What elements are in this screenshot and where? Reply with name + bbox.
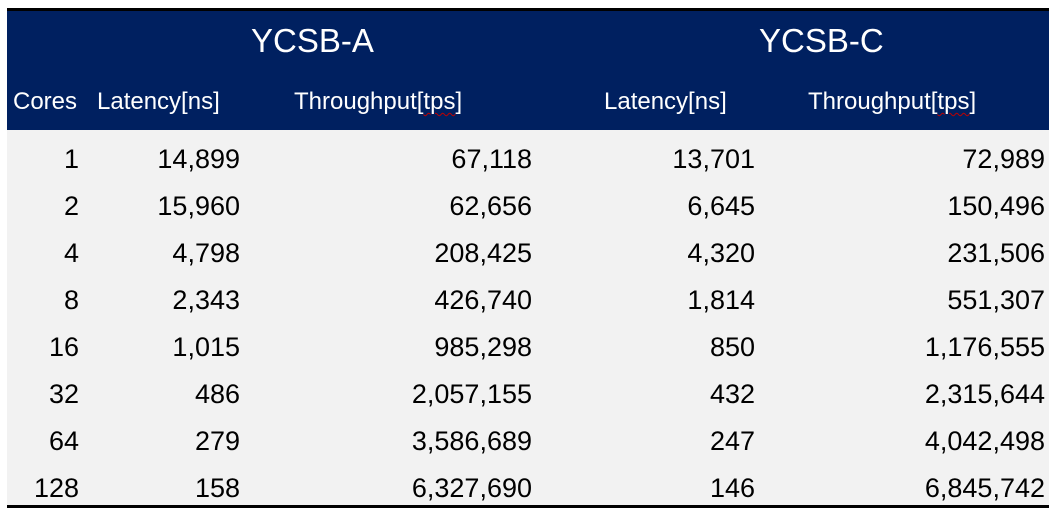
cell-latency-c: 247 — [709, 426, 755, 456]
table-row: 4 4,798 208,425 4,320 231,506 — [7, 230, 1049, 277]
cell-throughput-a: 208,425 — [434, 238, 532, 268]
cell-latency-c: 432 — [709, 379, 755, 409]
cell-throughput-c: 6,845,742 — [924, 473, 1045, 503]
cell-cores: 4 — [63, 238, 79, 268]
table-row: 64 279 3,586,689 247 4,042,498 — [7, 418, 1049, 465]
cell-cores: 128 — [33, 473, 79, 503]
cell-throughput-c: 150,496 — [947, 191, 1045, 221]
cell-throughput-c: 2,315,644 — [924, 379, 1045, 409]
cell-throughput-c: 231,506 — [947, 238, 1045, 268]
cell-cores: 1 — [63, 144, 79, 174]
group-title-ycsb-c: YCSB-C — [759, 22, 884, 59]
group-title-ycsb-a: YCSB-A — [251, 22, 374, 59]
cell-throughput-c: 1,176,555 — [924, 332, 1045, 362]
table-body: 1 14,899 67,118 13,701 72,989 2 15,960 62,656 6,… — [7, 130, 1049, 508]
cell-cores: 8 — [63, 285, 79, 315]
column-header-throughput-c-text: Throughput[tps] — [808, 88, 977, 115]
cell-throughput-a: 6,327,690 — [411, 473, 532, 503]
table-row: 2 15,960 62,656 6,645 150,496 — [7, 183, 1049, 230]
cell-latency-a: 15,960 — [157, 191, 240, 221]
cell-throughput-a: 67,118 — [451, 144, 532, 174]
table-row: 16 1,015 985,298 850 1,176,555 — [7, 324, 1049, 371]
cell-cores: 64 — [48, 426, 79, 456]
cell-throughput-c: 551,307 — [947, 285, 1045, 315]
cell-throughput-a: 426,740 — [434, 285, 532, 315]
cell-latency-c: 4,320 — [687, 238, 755, 268]
cell-latency-a: 4,798 — [172, 238, 240, 268]
cell-throughput-a: 985,298 — [434, 332, 532, 362]
cell-latency-c: 13,701 — [672, 144, 755, 174]
cell-throughput-a: 62,656 — [449, 191, 532, 221]
table-row: 1 14,899 67,118 13,701 72,989 — [7, 136, 1049, 183]
cell-throughput-a: 3,586,689 — [411, 426, 532, 456]
column-header-throughput-a-text: Throughput[tps] — [294, 88, 463, 115]
cell-throughput-c: 4,042,498 — [924, 426, 1045, 456]
column-header-cores: Cores — [13, 88, 78, 115]
table-header: YCSB-A YCSB-C Cores Latency[ns] Throughp… — [7, 8, 1049, 130]
cell-throughput-a: 2,057,155 — [411, 379, 532, 409]
cell-latency-a: 486 — [194, 379, 240, 409]
table-row: 128 158 6,327,690 146 6,845,742 — [7, 465, 1049, 512]
cell-latency-c: 146 — [709, 473, 755, 503]
cell-cores: 32 — [48, 379, 79, 409]
column-header-throughput-c: Throughput[tps] — [808, 87, 976, 117]
results-table: YCSB-A YCSB-C Cores Latency[ns] Throughp… — [7, 8, 1049, 508]
cell-latency-a: 1,015 — [172, 332, 240, 362]
column-header-latency-a: Latency[ns] — [97, 88, 220, 115]
table-row: 8 2,343 426,740 1,814 551,307 — [7, 277, 1049, 324]
column-header-throughput-a: Throughput[tps] — [294, 87, 462, 117]
cell-throughput-c: 72,989 — [962, 144, 1045, 174]
cell-latency-a: 14,899 — [157, 144, 240, 174]
column-header-latency-c: Latency[ns] — [604, 88, 727, 115]
cell-latency-a: 158 — [194, 473, 240, 503]
cell-latency-a: 2,343 — [172, 285, 240, 315]
cell-cores: 16 — [48, 332, 79, 362]
cell-latency-c: 1,814 — [687, 285, 755, 315]
cell-latency-c: 6,645 — [687, 191, 755, 221]
table-row: 32 486 2,057,155 432 2,315,644 — [7, 371, 1049, 418]
cell-latency-c: 850 — [709, 332, 755, 362]
cell-latency-a: 279 — [194, 426, 240, 456]
cell-cores: 2 — [63, 191, 79, 221]
